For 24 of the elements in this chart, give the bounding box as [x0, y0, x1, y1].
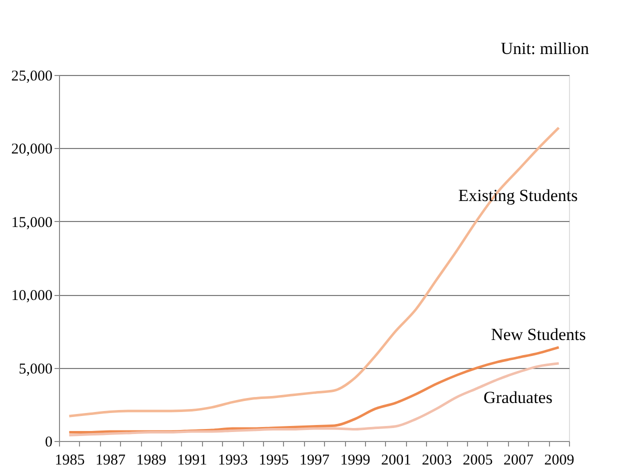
text: Unit: million [500, 39, 590, 58]
x-tick-label: 1991 [177, 452, 208, 468]
y-tick-label: 25,000 [11, 68, 52, 84]
series-label: Graduates [484, 388, 552, 408]
y-tick-label: 10,000 [11, 288, 52, 304]
y-tick-label: 15,000 [11, 214, 52, 231]
x-tick-label: 2007 [504, 452, 534, 468]
y-tick-label: 20,000 [11, 142, 52, 158]
x-tick-label: 2009 [544, 452, 574, 468]
x-tick-label: 1989 [136, 452, 166, 468]
x-tick-label: 1999 [340, 452, 370, 468]
x-tick-label: 1993 [218, 452, 248, 468]
x-tick-label: 2005 [462, 452, 493, 468]
x-tick-label: 2001 [381, 452, 412, 468]
y-tick-label: 0 [45, 434, 52, 450]
x-tick-label: 1987 [96, 452, 126, 468]
x-tick-label: 1997 [300, 452, 330, 468]
series-label: Existing Students [458, 186, 578, 206]
line-series [68, 362, 560, 436]
x-tick-label: 1995 [258, 452, 289, 468]
x-tick-label: 2003 [422, 452, 452, 468]
series-label: New Students [490, 325, 586, 344]
x-tick-label: 1985 [54, 452, 85, 468]
y-tick-label: 5,000 [18, 361, 52, 378]
